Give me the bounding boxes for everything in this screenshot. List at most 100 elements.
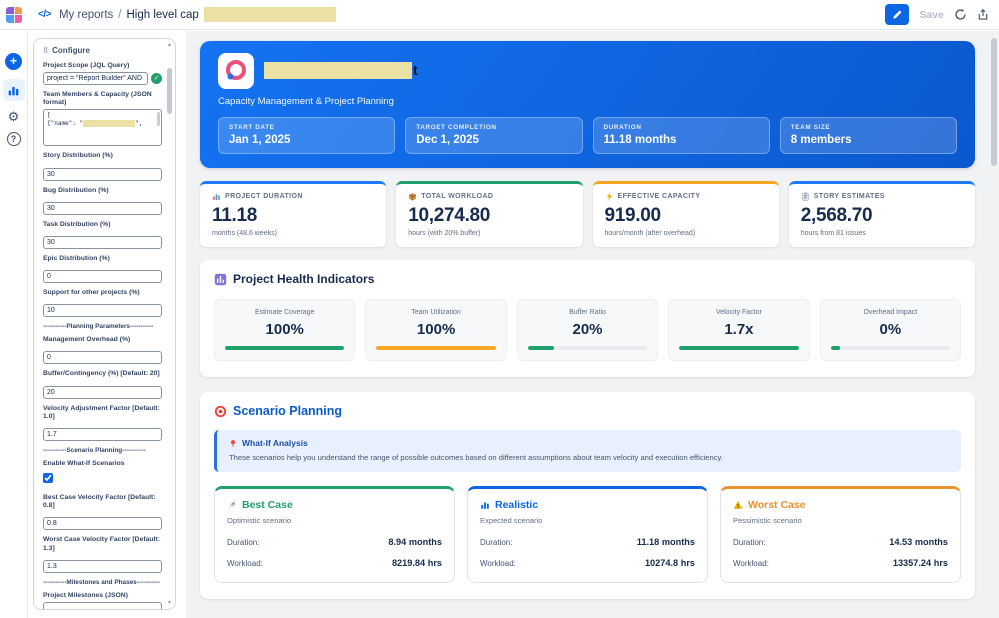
- report-subtitle: Capacity Management & Project Planning: [218, 96, 394, 107]
- drag-handle-icon[interactable]: ⠿: [43, 47, 49, 55]
- app-logo[interactable]: [6, 6, 22, 23]
- metric-project-duration: PROJECT DURATION 11.18 months (48.6 week…: [200, 181, 387, 247]
- project-milestones-label: Project Milestones (JSON): [43, 591, 128, 599]
- progress-bar: [225, 346, 345, 350]
- progress-bar: [376, 346, 496, 350]
- progress-bar: [830, 346, 841, 350]
- health-velocity-factor: Velocity Factor 1.7x: [668, 299, 810, 361]
- metric-effective-capacity: EFFECTIVE CAPACITY 919.00 hours/month (a…: [592, 181, 779, 247]
- pin-icon: [229, 439, 237, 448]
- story-distribution-input[interactable]: [43, 167, 162, 181]
- whatif-analysis-banner: What-If Analysis These scenarios help yo…: [214, 430, 961, 473]
- redaction-box: [83, 120, 136, 128]
- hero-stat-duration: DURATION 11.18 months: [592, 117, 770, 154]
- task-distribution-label: Task Distribution (%): [43, 220, 111, 228]
- best-case-velocity-input[interactable]: [43, 517, 162, 531]
- velocity-adjustment-input[interactable]: [43, 427, 162, 441]
- warning-icon: [733, 500, 743, 510]
- report-title: t: [264, 62, 418, 80]
- scenario-planning-card: Scenario Planning What-If Analysis These…: [200, 392, 975, 600]
- progress-bar: [679, 346, 799, 350]
- support-other-projects-label: Support for other projects (%): [43, 289, 140, 297]
- reports-chart-icon[interactable]: [2, 79, 25, 101]
- textarea-scrollbar[interactable]: [157, 112, 160, 127]
- metric-cards: PROJECT DURATION 11.18 months (48.6 week…: [200, 181, 975, 247]
- hero-stat-start-date: START DATE Jan 1, 2025: [218, 117, 396, 154]
- icon-rail: + ⚙ ?: [0, 31, 28, 618]
- whatif-analysis-text: These scenarios help you understand the …: [229, 453, 723, 462]
- valid-check-icon: ✓: [151, 73, 162, 85]
- scrollbar-thumb[interactable]: [167, 68, 172, 114]
- report-hero-card: t Capacity Management & Project Planning…: [200, 41, 975, 168]
- health-buffer-ratio: Buffer Ratio 20%: [516, 299, 659, 361]
- scrollbar-thumb[interactable]: [991, 38, 997, 166]
- buffer-contingency-input[interactable]: [43, 385, 162, 399]
- velocity-adjustment-label: Velocity Adjustment Factor [Default: 1.0…: [43, 404, 160, 420]
- bar-chart-icon: [212, 192, 221, 201]
- best-case-velocity-label: Best Case Velocity Factor [Default: 0.8]: [43, 494, 156, 510]
- health-estimate-coverage: Estimate Coverage 100%: [214, 299, 356, 361]
- hero-stat-team-size: TEAM SIZE 8 members: [779, 117, 957, 154]
- package-icon: [408, 192, 417, 201]
- breadcrumb: My reports / High level cap: [59, 7, 336, 22]
- breadcrumb-current: High level cap: [126, 8, 199, 21]
- scenario-worst-case: Worst Case Pessimistic scenario Duration…: [720, 486, 961, 584]
- scroll-down-icon[interactable]: ▼: [167, 600, 172, 606]
- configure-panel: ⠿ Configure Project Scope (JQL Query) ✓ …: [33, 38, 176, 610]
- bar-chart-icon: [480, 500, 490, 510]
- report-logo-icon: [218, 53, 254, 89]
- export-icon[interactable]: [977, 8, 989, 21]
- jql-query-label: Project Scope (JQL Query): [43, 62, 130, 69]
- bolt-icon: [605, 192, 614, 201]
- textarea-line: [: [47, 112, 51, 120]
- configure-title: Configure: [52, 46, 90, 55]
- enable-whatif-checkbox[interactable]: [43, 473, 53, 484]
- top-navigation-bar: </> My reports / High level cap Save: [0, 0, 999, 30]
- epic-distribution-input[interactable]: [43, 270, 162, 284]
- gear-icon[interactable]: ⚙: [7, 109, 20, 124]
- health-section-title: Project Health Indicators: [233, 272, 375, 286]
- progress-bar: [527, 346, 555, 350]
- hero-stat-target-completion: TARGET COMPLETION Dec 1, 2025: [405, 117, 583, 154]
- task-distribution-input[interactable]: [43, 235, 162, 249]
- jql-query-input[interactable]: [43, 72, 148, 86]
- scroll-up-icon[interactable]: ▲: [167, 42, 172, 48]
- planning-parameters-divider: -----------Planning Parameters----------…: [43, 323, 154, 331]
- target-icon: [214, 405, 227, 418]
- save-button[interactable]: Save: [919, 8, 944, 21]
- project-milestones-textarea[interactable]: [43, 601, 162, 609]
- project-health-card: Project Health Indicators Estimate Cover…: [200, 260, 975, 377]
- breadcrumb-separator: /: [118, 8, 122, 21]
- pencil-icon: [892, 9, 903, 20]
- bug-distribution-input[interactable]: [43, 201, 162, 215]
- health-team-utilization: Team Utilization 100%: [365, 299, 507, 361]
- story-distribution-label: Story Distribution (%): [43, 152, 113, 160]
- textarea-line: {"name": " ",: [47, 120, 143, 128]
- team-members-label: Team Members & Capacity (JSON format): [43, 91, 152, 107]
- epic-distribution-label: Epic Distribution (%): [43, 254, 110, 262]
- support-other-projects-input[interactable]: [43, 304, 162, 318]
- main-scrollbar[interactable]: [991, 36, 998, 616]
- breadcrumb-my-reports[interactable]: My reports: [58, 8, 114, 21]
- worst-case-velocity-input[interactable]: [43, 559, 162, 573]
- edit-button[interactable]: [885, 4, 910, 25]
- configure-header: ⠿ Configure: [43, 46, 162, 55]
- management-overhead-input[interactable]: [43, 351, 162, 365]
- configure-scrollbar[interactable]: ▲ ▼: [166, 42, 173, 606]
- health-overhead-impact: Overhead Impact 0%: [819, 299, 962, 361]
- refresh-icon[interactable]: [954, 8, 967, 21]
- report-title-visible: t: [413, 62, 418, 78]
- report-content: t Capacity Management & Project Planning…: [186, 31, 999, 618]
- buffer-contingency-label: Buffer/Contingency (%) [Default: 20]: [43, 370, 160, 378]
- scenario-best-case: Best Case Optimistic scenario Duration: 8…: [214, 486, 455, 584]
- worst-case-velocity-label: Worst Case Velocity Factor [Default: 1.3…: [43, 536, 160, 552]
- add-icon[interactable]: +: [5, 53, 22, 70]
- scenario-section-title: Scenario Planning: [233, 404, 343, 418]
- health-chart-icon: [214, 273, 227, 286]
- help-icon[interactable]: ?: [6, 132, 21, 146]
- team-members-textarea[interactable]: [ {"name": " ",: [43, 109, 162, 147]
- enable-whatif-label: Enable What-If Scenarios: [43, 459, 125, 467]
- clipboard-icon: [801, 192, 810, 201]
- redaction-box: [203, 7, 336, 22]
- redaction-box: [264, 62, 412, 80]
